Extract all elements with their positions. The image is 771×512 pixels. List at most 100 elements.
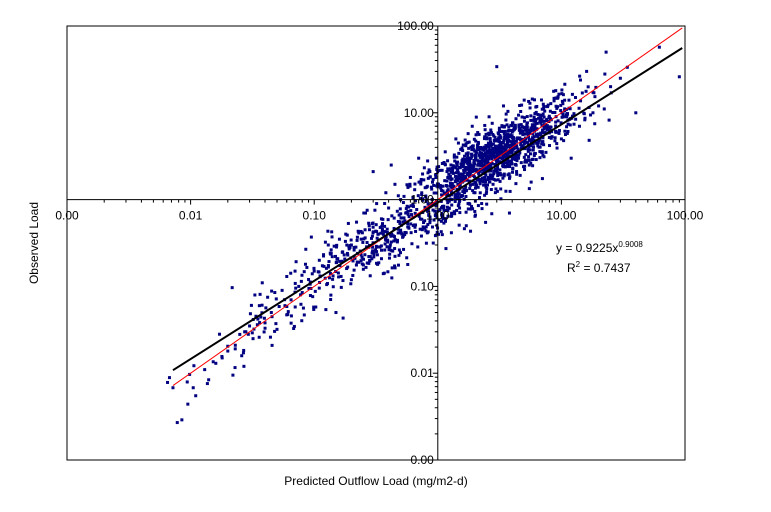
data-point (474, 167, 478, 171)
data-point (494, 178, 498, 182)
data-point (393, 182, 397, 186)
data-point (548, 144, 552, 148)
data-point (502, 161, 506, 165)
data-point (478, 182, 482, 186)
data-point (587, 138, 591, 142)
data-point (389, 240, 393, 244)
data-point (431, 208, 435, 212)
data-point (462, 191, 466, 195)
data-point (502, 139, 506, 143)
data-point (555, 142, 559, 146)
data-point (527, 99, 531, 103)
data-point (542, 127, 546, 131)
data-point (258, 321, 262, 325)
data-point (379, 231, 383, 235)
power-fit-line (172, 47, 683, 372)
data-point (507, 133, 511, 137)
data-point (561, 112, 565, 116)
data-point (459, 175, 463, 179)
data-point (447, 199, 451, 203)
data-point (428, 219, 432, 223)
data-point (273, 291, 277, 295)
data-point (483, 123, 487, 127)
data-point (251, 337, 255, 341)
data-point (432, 191, 436, 195)
data-point (583, 118, 587, 122)
data-point (401, 201, 405, 205)
data-point (520, 115, 524, 119)
data-point (421, 172, 425, 176)
data-point (555, 146, 559, 150)
data-point (312, 305, 316, 309)
data-point (455, 164, 459, 168)
data-point (334, 311, 338, 315)
data-point (597, 104, 601, 108)
data-point (440, 161, 444, 165)
data-point (382, 271, 386, 275)
data-point (479, 159, 483, 163)
data-point (490, 157, 494, 161)
data-point (422, 221, 426, 225)
data-point (262, 330, 266, 334)
data-point (531, 164, 535, 168)
data-point (242, 364, 246, 368)
data-point (421, 197, 425, 201)
data-point (470, 152, 474, 156)
data-point (430, 225, 434, 229)
data-point (532, 123, 536, 127)
data-point (435, 167, 439, 171)
data-point (304, 247, 308, 251)
data-point (503, 148, 507, 152)
data-point (556, 105, 560, 109)
data-point (248, 324, 252, 328)
data-point (408, 184, 412, 188)
data-point (525, 160, 529, 164)
data-point (371, 225, 375, 229)
data-point (449, 167, 453, 171)
data-point (563, 98, 567, 102)
data-point (468, 183, 472, 187)
data-point (355, 238, 359, 242)
data-point (451, 169, 455, 173)
data-point (480, 154, 484, 158)
data-point (487, 115, 491, 119)
data-point (402, 216, 406, 220)
data-point (420, 193, 424, 197)
data-point (501, 150, 505, 154)
data-point (559, 137, 563, 141)
data-point (391, 249, 395, 253)
data-point (492, 169, 496, 173)
data-point (401, 220, 405, 224)
data-point (577, 124, 581, 128)
data-point (472, 191, 476, 195)
data-point (538, 120, 542, 124)
data-point (355, 260, 359, 264)
data-point (476, 140, 480, 144)
data-point (446, 214, 450, 218)
data-point (542, 143, 546, 147)
data-point (257, 335, 261, 339)
data-point (518, 128, 522, 132)
data-point (545, 124, 549, 128)
data-point (523, 168, 527, 172)
data-point (426, 209, 430, 213)
data-point (233, 343, 237, 347)
data-point (424, 195, 428, 199)
data-point (522, 155, 526, 159)
data-point (580, 91, 584, 95)
data-point (359, 259, 363, 263)
data-point (572, 122, 576, 126)
data-point (499, 144, 503, 148)
data-point (293, 269, 297, 273)
data-point (300, 319, 304, 323)
data-point (526, 141, 530, 145)
data-point (466, 171, 470, 175)
data-point (372, 252, 376, 256)
data-point (486, 132, 490, 136)
data-point (470, 124, 474, 128)
data-point (317, 258, 321, 262)
data-point (285, 313, 289, 317)
data-point (337, 275, 341, 279)
data-point (562, 139, 566, 143)
data-point (578, 74, 582, 78)
